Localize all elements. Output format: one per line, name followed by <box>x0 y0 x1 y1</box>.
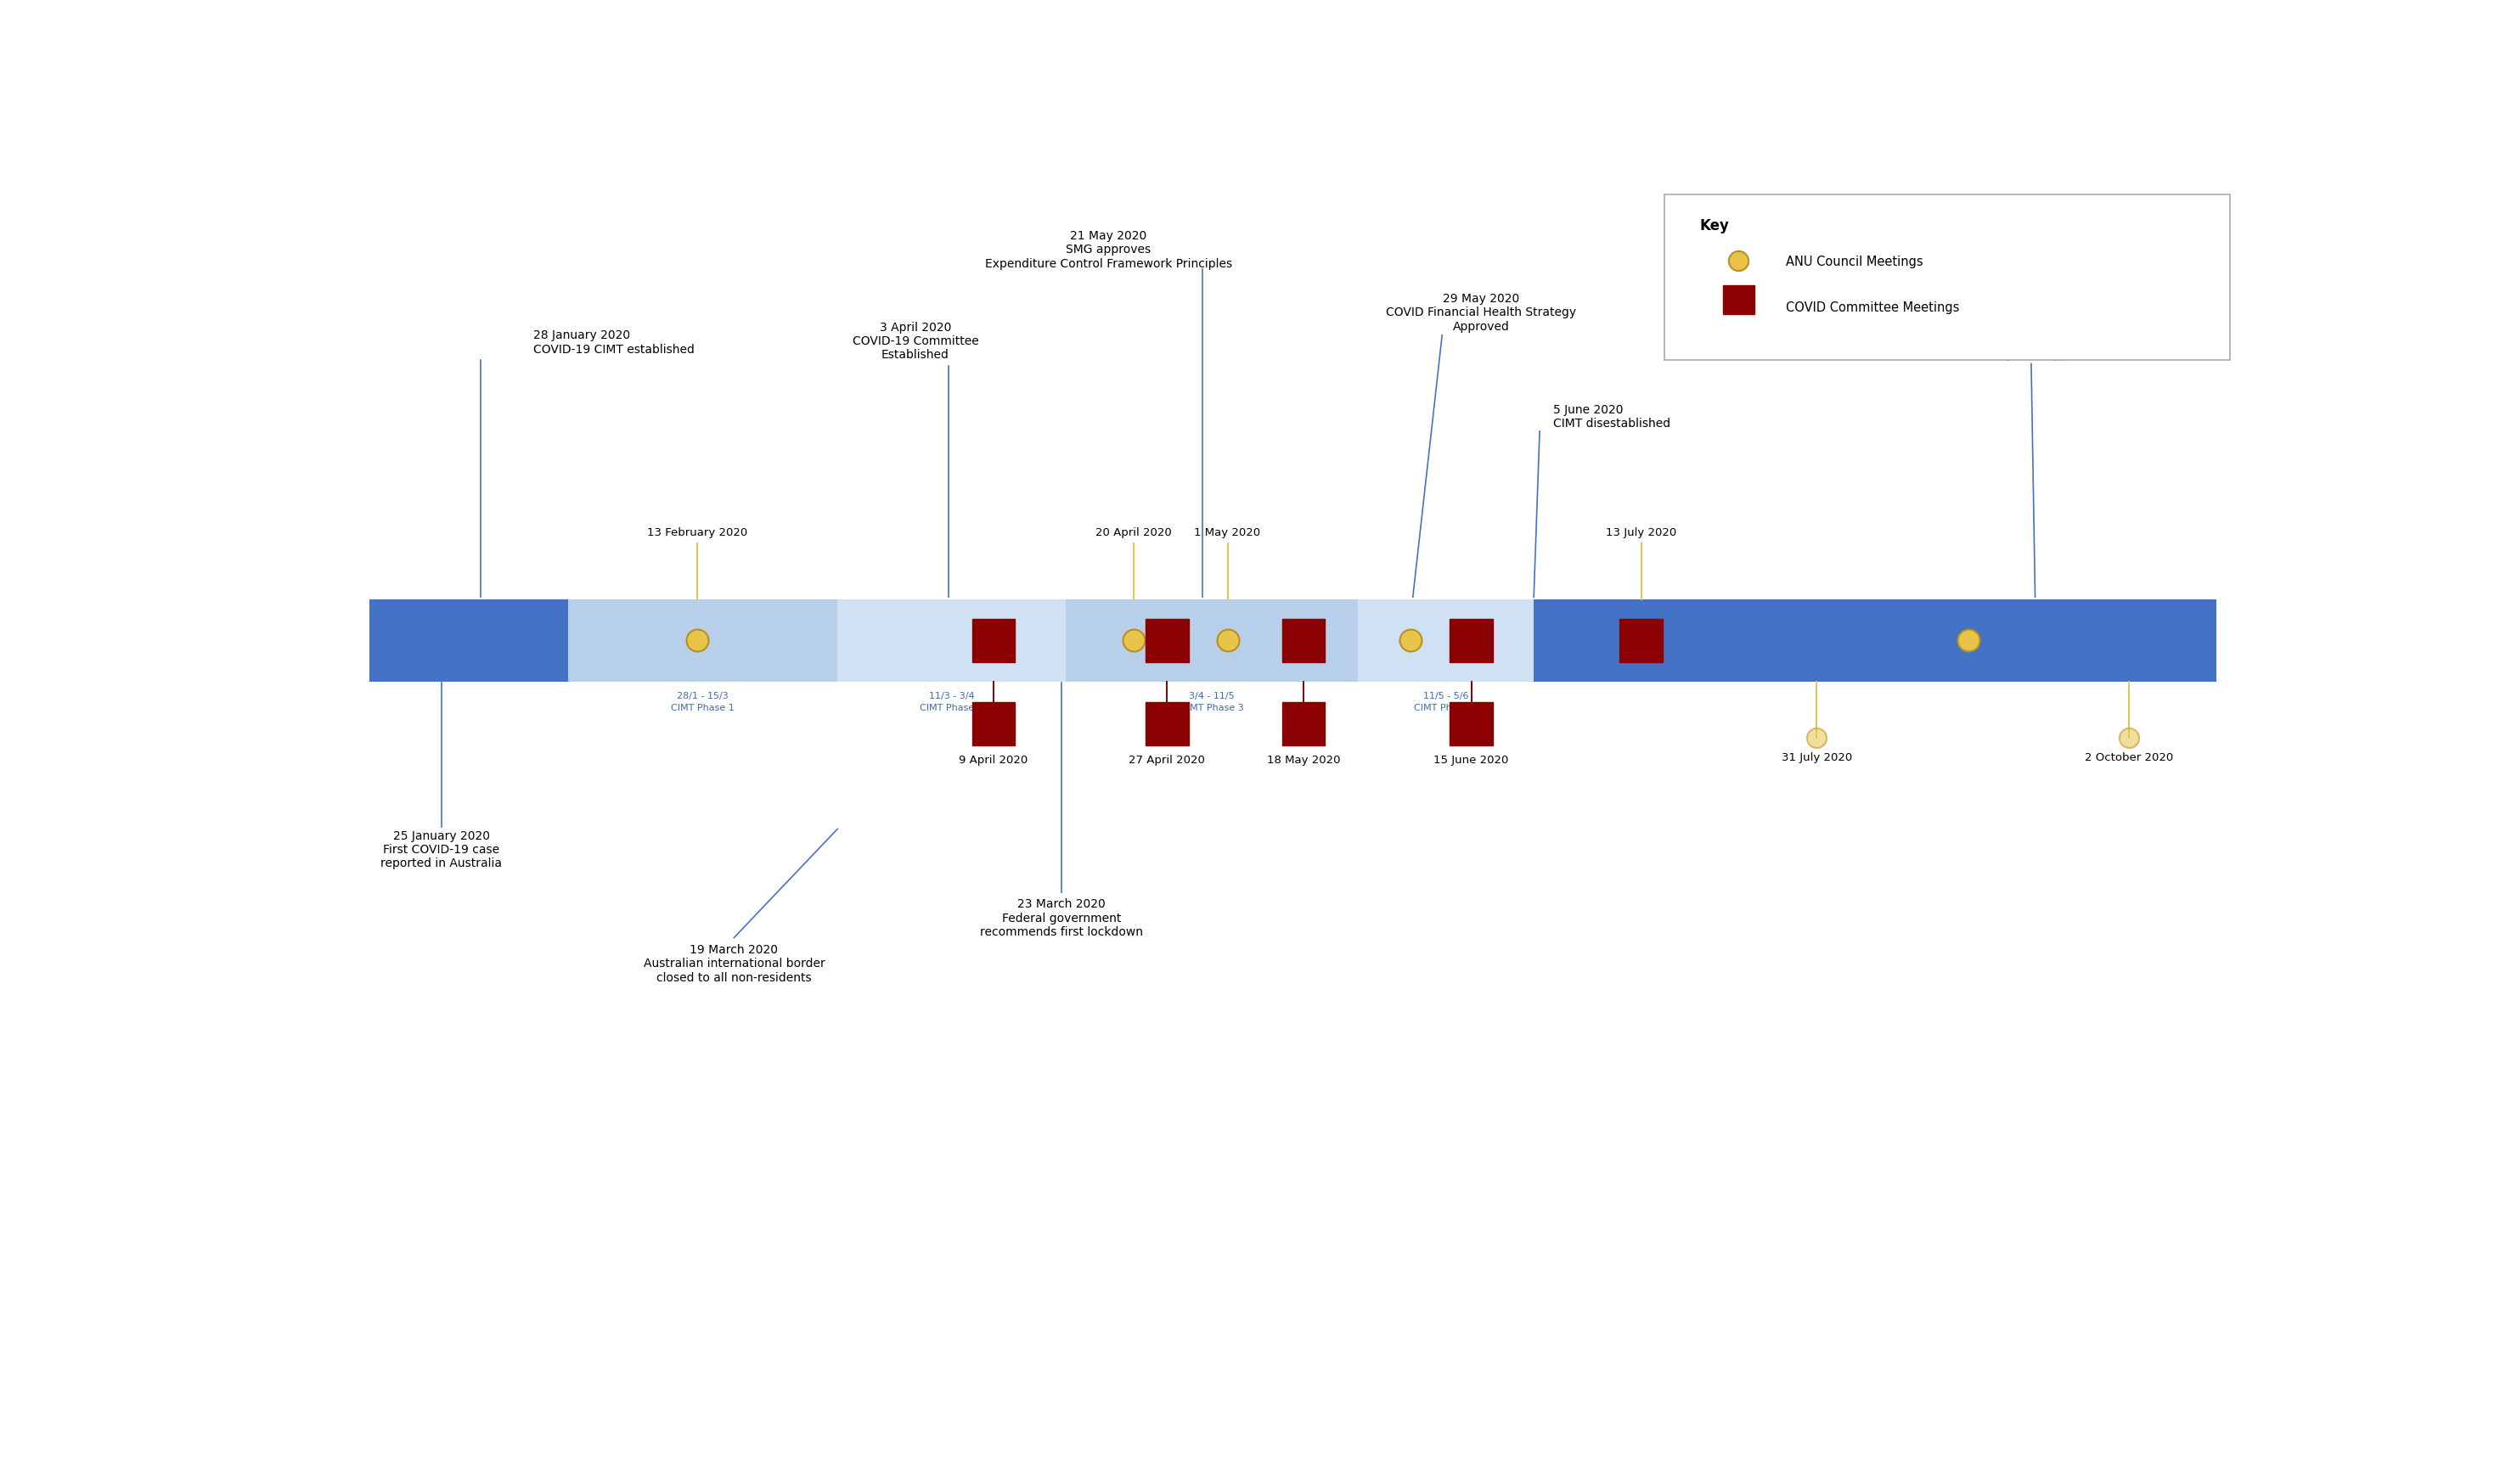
Bar <box>569 600 838 683</box>
Text: 11/5 - 5/6
CIMT Phase 4: 11/5 - 5/6 CIMT Phase 4 <box>1415 692 1477 711</box>
Text: ANU Council Meetings: ANU Council Meetings <box>1785 255 1923 267</box>
Bar <box>838 600 1065 683</box>
Bar <box>1145 619 1188 662</box>
Bar <box>1359 600 1533 683</box>
Point <box>1719 249 1759 273</box>
Point <box>1948 629 1988 653</box>
Text: 1 May 2020: 1 May 2020 <box>1196 527 1261 539</box>
Bar <box>1145 702 1188 746</box>
Text: 29 May 2020
COVID Financial Health Strategy
Approved: 29 May 2020 COVID Financial Health Strat… <box>1387 292 1576 332</box>
Bar <box>972 619 1014 662</box>
Text: 13 February 2020: 13 February 2020 <box>647 527 748 539</box>
Bar <box>1450 619 1493 662</box>
Bar <box>1450 702 1493 746</box>
Bar <box>1281 619 1324 662</box>
Text: COVID Committee Meetings: COVID Committee Meetings <box>1785 301 1958 313</box>
Text: 2 October 2020: 2 October 2020 <box>2084 752 2172 763</box>
Bar <box>1618 619 1664 662</box>
Point <box>1797 726 1837 749</box>
Bar <box>1664 196 2230 361</box>
Point <box>1208 629 1248 653</box>
Point <box>2109 726 2150 749</box>
Text: 15 June 2020: 15 June 2020 <box>1435 754 1508 766</box>
Text: 21 May 2020
SMG approves
Expenditure Control Framework Principles: 21 May 2020 SMG approves Expenditure Con… <box>984 230 1233 270</box>
Text: 27 April 2020: 27 April 2020 <box>1130 754 1206 766</box>
Bar <box>1065 600 1359 683</box>
Text: 15 September 2020
Financial Health Strategy and
ANU Recovery Plan Approved: 15 September 2020 Financial Health Strat… <box>1928 322 2104 361</box>
Text: 11/3 - 3/4
CIMT Phase 2: 11/3 - 3/4 CIMT Phase 2 <box>919 692 984 711</box>
Point <box>1392 629 1432 653</box>
Text: 23 March 2020
Federal government
recommends first lockdown: 23 March 2020 Federal government recomme… <box>979 898 1143 938</box>
Text: 9 April 2020: 9 April 2020 <box>959 754 1027 766</box>
Text: 28/1 - 15/3
CIMT Phase 1: 28/1 - 15/3 CIMT Phase 1 <box>672 692 735 711</box>
Point <box>677 629 717 653</box>
Text: 31 July 2020: 31 July 2020 <box>1782 752 1853 763</box>
Text: 28 January 2020
COVID-19 CIMT established: 28 January 2020 COVID-19 CIMT establishe… <box>534 329 695 355</box>
Bar <box>370 600 569 683</box>
Bar <box>1533 600 2217 683</box>
Text: 13 July 2020: 13 July 2020 <box>1606 527 1676 539</box>
Text: 5 June 2020
CIMT disestablished: 5 June 2020 CIMT disestablished <box>1553 404 1671 429</box>
Point <box>1113 629 1153 653</box>
Text: Key: Key <box>1699 218 1729 233</box>
Text: 25 January 2020
First COVID-19 case
reported in Australia: 25 January 2020 First COVID-19 case repo… <box>380 830 501 868</box>
Bar <box>1281 702 1324 746</box>
Text: 18 May 2020: 18 May 2020 <box>1266 754 1342 766</box>
Text: 3 April 2020
COVID-19 Committee
Established: 3 April 2020 COVID-19 Committee Establis… <box>853 322 979 361</box>
Text: 3/4 - 11/5
CIMT Phase 3: 3/4 - 11/5 CIMT Phase 3 <box>1180 692 1243 711</box>
Text: 19 March 2020
Australian international border
closed to all non-residents: 19 March 2020 Australian international b… <box>644 944 826 982</box>
Bar <box>972 702 1014 746</box>
Bar <box>1724 286 1754 315</box>
Text: 20 April 2020: 20 April 2020 <box>1095 527 1173 539</box>
